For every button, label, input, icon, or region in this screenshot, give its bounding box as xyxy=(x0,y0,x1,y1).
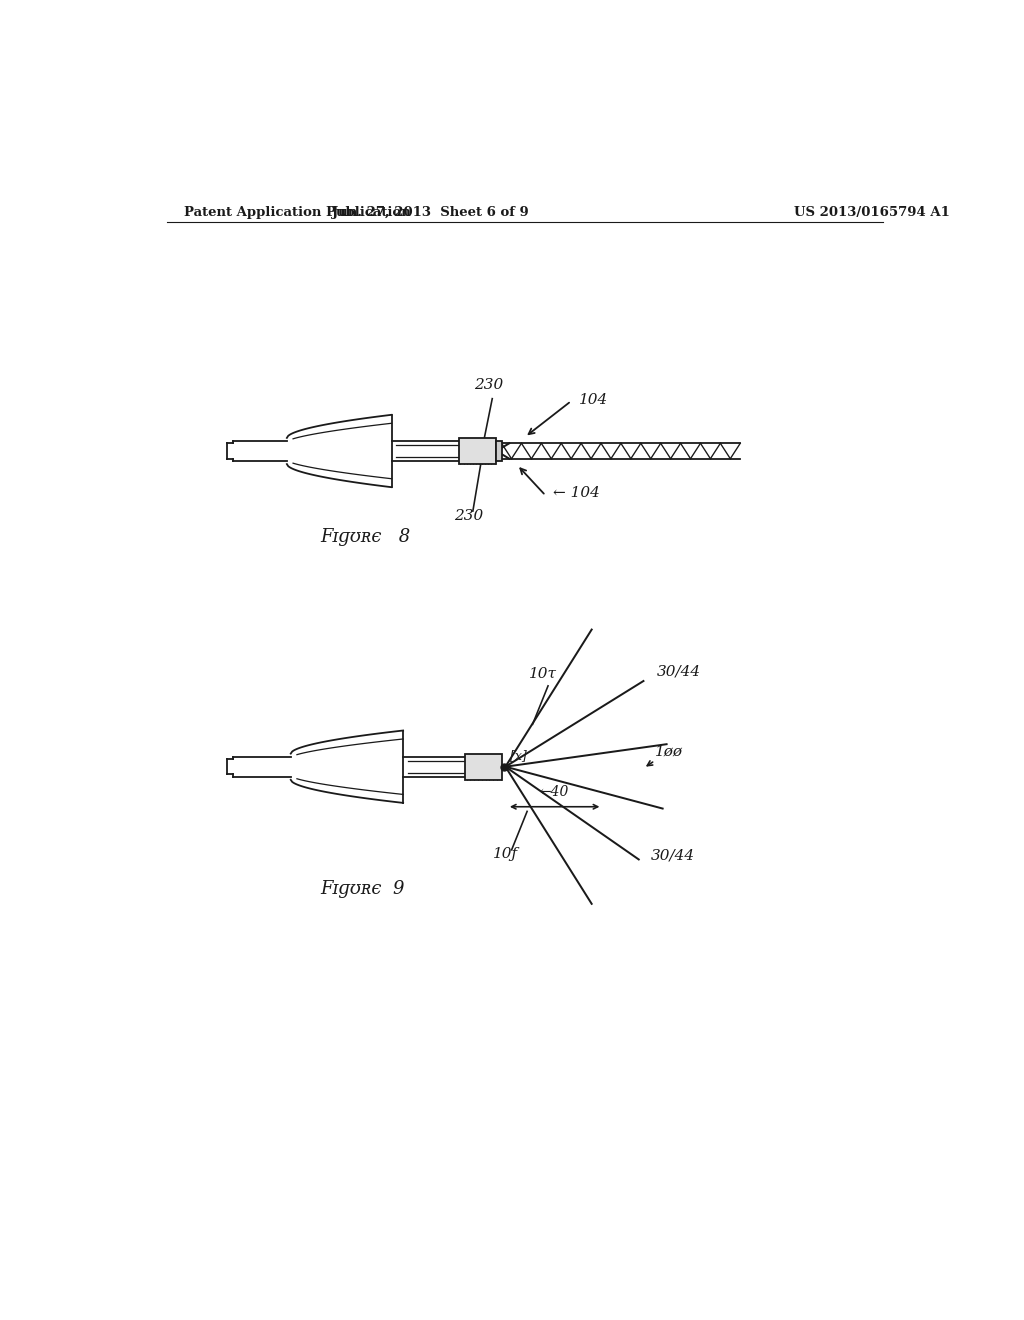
Text: 30/44: 30/44 xyxy=(651,849,695,862)
Text: 104: 104 xyxy=(579,393,608,407)
Text: ← 104: ← 104 xyxy=(554,486,600,500)
Bar xyxy=(459,438,496,465)
Text: US 2013/0165794 A1: US 2013/0165794 A1 xyxy=(795,206,950,219)
Bar xyxy=(496,441,502,461)
Text: 30/44: 30/44 xyxy=(656,665,700,678)
Text: 1øø: 1øø xyxy=(655,744,683,758)
Text: [x]: [x] xyxy=(510,748,526,762)
Text: 230: 230 xyxy=(474,379,503,392)
Text: 230: 230 xyxy=(455,510,483,523)
Text: Patent Application Publication: Patent Application Publication xyxy=(183,206,411,219)
Bar xyxy=(465,754,503,780)
Text: Fɪɡʊʀє  9: Fɪɡʊʀє 9 xyxy=(321,879,404,898)
Text: Fɪɡʊʀє   8: Fɪɡʊʀє 8 xyxy=(321,528,411,546)
Text: 10ƒ: 10ƒ xyxy=(493,846,518,861)
Text: 10τ: 10τ xyxy=(528,667,557,681)
Text: ←40: ←40 xyxy=(540,785,569,799)
Text: Jun. 27, 2013  Sheet 6 of 9: Jun. 27, 2013 Sheet 6 of 9 xyxy=(332,206,528,219)
